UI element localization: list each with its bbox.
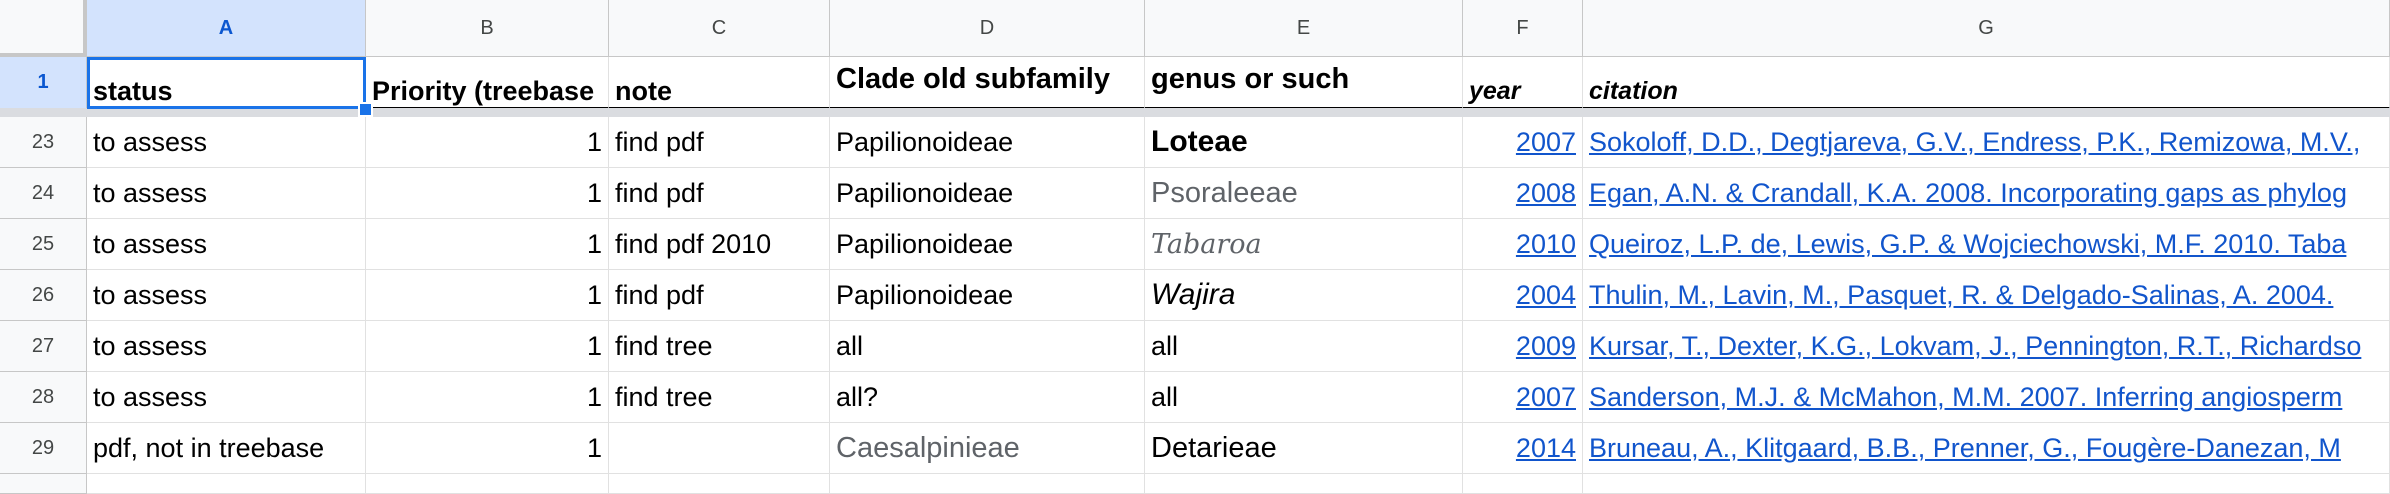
status-cell[interactable]: to assess xyxy=(87,117,366,168)
note-cell[interactable]: find pdf xyxy=(609,117,830,168)
status-cell[interactable]: to assess xyxy=(87,168,366,219)
year-link[interactable]: 2010 xyxy=(1463,219,1583,270)
clade-cell[interactable]: all xyxy=(830,321,1145,372)
partial-cell[interactable] xyxy=(1583,474,2390,494)
column-header-f[interactable]: F xyxy=(1463,0,1583,57)
priority-cell[interactable]: 1 xyxy=(366,219,609,270)
note-cell[interactable] xyxy=(609,423,830,474)
frozen-row-divider[interactable] xyxy=(0,108,2390,117)
row-header[interactable]: 26 xyxy=(0,270,87,321)
citation-link[interactable]: Bruneau, A., Klitgaard, B.B., Prenner, G… xyxy=(1583,423,2390,474)
note-cell[interactable]: find pdf 2010 xyxy=(609,219,830,270)
priority-cell[interactable]: 1 xyxy=(366,270,609,321)
citation-link[interactable]: Sanderson, M.J. & McMahon, M.M. 2007. In… xyxy=(1583,372,2390,423)
genus-cell[interactable]: Psoraleeae xyxy=(1145,168,1463,219)
header-cell-citation[interactable]: citation xyxy=(1583,57,2390,109)
genus-cell[interactable]: all xyxy=(1145,372,1463,423)
year-link[interactable]: 2014 xyxy=(1463,423,1583,474)
partial-cell[interactable] xyxy=(366,474,609,494)
header-cell-note[interactable]: note xyxy=(609,57,830,109)
column-header-c[interactable]: C xyxy=(609,0,830,57)
row-header[interactable]: 24 xyxy=(0,168,87,219)
citation-link[interactable]: Egan, A.N. & Crandall, K.A. 2008. Incorp… xyxy=(1583,168,2390,219)
partial-cell[interactable] xyxy=(87,474,366,494)
partial-cell[interactable] xyxy=(609,474,830,494)
fill-handle[interactable] xyxy=(358,102,373,117)
citation-link[interactable]: Thulin, M., Lavin, M., Pasquet, R. & Del… xyxy=(1583,270,2390,321)
citation-link[interactable]: Kursar, T., Dexter, K.G., Lokvam, J., Pe… xyxy=(1583,321,2390,372)
clade-cell[interactable]: Papilionoideae xyxy=(830,219,1145,270)
genus-cell[interactable]: Detarieae xyxy=(1145,423,1463,474)
partial-cell[interactable] xyxy=(1145,474,1463,494)
note-cell[interactable]: find pdf xyxy=(609,270,830,321)
status-cell[interactable]: to assess xyxy=(87,321,366,372)
year-link[interactable]: 2004 xyxy=(1463,270,1583,321)
status-cell[interactable]: to assess xyxy=(87,372,366,423)
row-header[interactable]: 25 xyxy=(0,219,87,270)
row-header[interactable]: 29 xyxy=(0,423,87,474)
row-header[interactable]: 27 xyxy=(0,321,87,372)
year-link[interactable]: 2009 xyxy=(1463,321,1583,372)
genus-cell[interactable]: Wajira xyxy=(1145,270,1463,321)
partial-cell[interactable] xyxy=(830,474,1145,494)
column-header-d[interactable]: D xyxy=(830,0,1145,57)
clade-cell[interactable]: Papilionoideae xyxy=(830,117,1145,168)
genus-cell[interactable]: all xyxy=(1145,321,1463,372)
header-cell-genus[interactable]: genus or such xyxy=(1145,57,1463,109)
citation-link[interactable]: Sokoloff, D.D., Degtjareva, G.V., Endres… xyxy=(1583,117,2390,168)
column-header-e[interactable]: E xyxy=(1145,0,1463,57)
row-header[interactable]: 23 xyxy=(0,117,87,168)
genus-cell[interactable]: Tabaroa xyxy=(1145,219,1463,270)
column-header-b[interactable]: B xyxy=(366,0,609,57)
header-cell-year[interactable]: year xyxy=(1463,57,1583,109)
clade-cell[interactable]: Papilionoideae xyxy=(830,270,1145,321)
header-cell-priority[interactable]: Priority (treebase xyxy=(366,57,609,109)
citation-link[interactable]: Queiroz, L.P. de, Lewis, G.P. & Wojciech… xyxy=(1583,219,2390,270)
header-cell-status[interactable]: status xyxy=(87,57,366,109)
year-link[interactable]: 2007 xyxy=(1463,372,1583,423)
clade-cell[interactable]: Papilionoideae xyxy=(830,168,1145,219)
row-header-partial[interactable] xyxy=(0,474,87,494)
status-cell[interactable]: pdf, not in treebase xyxy=(87,423,366,474)
status-cell[interactable]: to assess xyxy=(87,219,366,270)
note-cell[interactable]: find pdf xyxy=(609,168,830,219)
row-header-1[interactable]: 1 xyxy=(0,57,87,109)
priority-cell[interactable]: 1 xyxy=(366,423,609,474)
column-header-g[interactable]: G xyxy=(1583,0,2390,57)
row-header[interactable]: 28 xyxy=(0,372,87,423)
clade-cell[interactable]: all? xyxy=(830,372,1145,423)
note-cell[interactable]: find tree xyxy=(609,372,830,423)
genus-cell[interactable]: Loteae xyxy=(1145,117,1463,168)
note-cell[interactable]: find tree xyxy=(609,321,830,372)
clade-cell[interactable]: Caesalpinieae xyxy=(830,423,1145,474)
partial-cell[interactable] xyxy=(1463,474,1583,494)
column-header-a[interactable]: A xyxy=(87,0,366,57)
header-cell-clade[interactable]: Clade old subfamily xyxy=(830,57,1145,109)
priority-cell[interactable]: 1 xyxy=(366,117,609,168)
status-cell[interactable]: to assess xyxy=(87,270,366,321)
year-link[interactable]: 2007 xyxy=(1463,117,1583,168)
select-all-corner[interactable] xyxy=(0,0,87,57)
priority-cell[interactable]: 1 xyxy=(366,372,609,423)
year-link[interactable]: 2008 xyxy=(1463,168,1583,219)
priority-cell[interactable]: 1 xyxy=(366,321,609,372)
priority-cell[interactable]: 1 xyxy=(366,168,609,219)
